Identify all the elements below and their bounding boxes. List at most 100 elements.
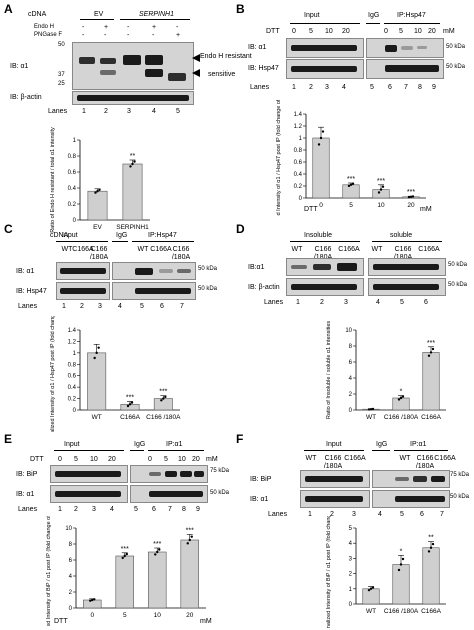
- dtt-dose: 10: [414, 28, 422, 35]
- lane-number: 4: [110, 506, 114, 513]
- y-tick-label: 1.2: [294, 124, 303, 130]
- chart-b-mm: mM: [420, 206, 432, 213]
- lane-number: 1: [82, 108, 86, 115]
- dtt-dose: 10: [325, 28, 333, 35]
- ib-actin-a: IB: β-actin: [10, 94, 42, 101]
- bar: [83, 599, 102, 609]
- ib-actin-d: IB: β-actin: [248, 284, 280, 291]
- lanes-label-d: Lanes: [264, 299, 284, 306]
- bar: [422, 352, 440, 411]
- data-point: [93, 356, 96, 360]
- input-bar-c: [56, 241, 108, 242]
- category-label: 10: [154, 612, 162, 619]
- endoh-resistant-annot: Endo H resistant: [200, 53, 252, 60]
- lane-number: 1: [292, 84, 296, 91]
- dtt-dose: 5: [74, 456, 78, 463]
- data-point: [411, 195, 415, 198]
- data-point: [369, 408, 373, 411]
- lane-number: 5: [176, 108, 180, 115]
- data-point: [317, 143, 321, 146]
- y-tick-label: 2: [69, 590, 73, 596]
- ev-bar: [80, 19, 114, 20]
- mw-25: 25: [58, 81, 65, 87]
- band: [313, 264, 331, 270]
- dtt-label-b: DTT: [266, 28, 280, 35]
- lane-number: 6: [424, 299, 428, 306]
- significance-mark: ***: [347, 176, 355, 183]
- band: [135, 268, 153, 275]
- dtt-dose: 20: [428, 28, 436, 35]
- lane-number: 2: [309, 84, 313, 91]
- data-point: [91, 598, 94, 602]
- significance-mark: ***: [153, 541, 161, 548]
- pngase-sign: -: [104, 32, 107, 39]
- bar: [392, 397, 410, 411]
- lane-number: 7: [180, 303, 184, 310]
- y-tick-label: 0: [69, 606, 73, 612]
- band: [135, 288, 191, 294]
- category-label: 20: [186, 612, 194, 619]
- ib-bip-e: IB: BiP: [16, 471, 38, 478]
- dtt-dose: 5: [164, 456, 168, 463]
- igg-bar-f: [372, 450, 390, 451]
- mw-50: 50: [58, 42, 65, 48]
- y-tick-label: 5: [349, 526, 353, 532]
- igg-bar-e: [130, 450, 144, 451]
- band: [55, 471, 121, 477]
- blot-e-alpha1-input: [50, 485, 128, 503]
- category-label: WT: [366, 414, 376, 421]
- dtt-dose: 10: [178, 456, 186, 463]
- lane-number: 9: [432, 84, 436, 91]
- y-tick-label: 0: [349, 602, 353, 608]
- column-header: C166A: [418, 246, 440, 253]
- lane-number: 2: [320, 299, 324, 306]
- y-axis-label: Ratio of Insoluble / soluble α1 intensit…: [326, 321, 332, 420]
- mw-f-2: 50 kDa: [450, 494, 470, 500]
- blot-f-alpha1-ip: [372, 490, 450, 508]
- data-point: [321, 130, 325, 133]
- column-header: C166A: [434, 455, 456, 462]
- data-point: [319, 136, 323, 140]
- y-tick-label: 1.4: [68, 328, 77, 334]
- category-label: C166 /180A: [384, 414, 419, 421]
- y-tick-label: 0: [299, 196, 303, 202]
- igg-label-f: IgG: [376, 441, 388, 448]
- arrows: [192, 54, 200, 77]
- data-point: [429, 351, 433, 354]
- mw-e-2: 50 kDa: [210, 490, 230, 496]
- panel-b-label: B: [236, 2, 245, 16]
- dtt-dose: 20: [108, 456, 116, 463]
- category-label: C166A: [120, 414, 141, 421]
- chart-e-dtt: DTT: [54, 618, 68, 625]
- data-point: [131, 162, 134, 166]
- data-point: [126, 404, 130, 408]
- data-point: [89, 599, 92, 602]
- y-tick-label: 1: [349, 587, 353, 593]
- endoh-sign: +: [152, 24, 157, 31]
- lane-number: 5: [370, 84, 374, 91]
- blot-e-alpha1-ip: [130, 485, 208, 503]
- ib-alpha1-b: IB: α1: [248, 44, 267, 51]
- blot-a-alpha1: [72, 42, 194, 90]
- band: [417, 46, 427, 49]
- significance-mark: **: [130, 153, 136, 160]
- data-point: [409, 195, 413, 198]
- bar: [312, 137, 330, 199]
- panel-c-label: C: [4, 222, 13, 236]
- blot-d-alpha1-sol: [368, 258, 446, 276]
- pngase-sign: -: [127, 32, 130, 39]
- y-tick-label: 0.4: [68, 186, 77, 192]
- column-header: C166A: [150, 246, 172, 253]
- blot-b-alpha1-input: [286, 38, 364, 58]
- data-point: [158, 548, 161, 551]
- column-header: WT: [61, 246, 73, 253]
- dtt-dose: 5: [399, 28, 403, 35]
- column-header: C166 /180A: [171, 246, 191, 261]
- y-tick-label: 4: [69, 574, 73, 580]
- band: [395, 496, 445, 502]
- data-point: [377, 191, 381, 194]
- input-bar-e: [54, 450, 124, 451]
- blot-f-alpha1-input: [300, 490, 370, 508]
- data-point: [399, 396, 403, 400]
- igg-label-c: IgG: [116, 232, 128, 239]
